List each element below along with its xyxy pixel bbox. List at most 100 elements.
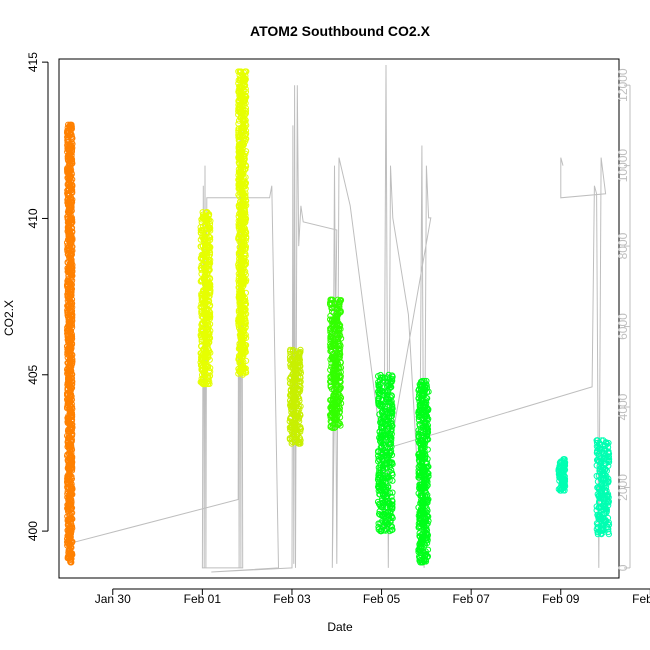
co2-point [596,492,603,499]
y-tick-label: 410 [26,208,40,228]
co2-point [596,448,603,455]
cluster [593,437,613,538]
co2-point [242,117,249,124]
co2-point [379,396,386,403]
co2-point [64,527,71,534]
co2-point [200,314,207,321]
co2-point [593,439,601,447]
co2-point [337,322,344,329]
co2-point [235,86,242,93]
co2-point [239,305,246,312]
co2-point [419,377,426,385]
co2-point [239,340,246,347]
co2-point [556,459,564,466]
co2-point [377,374,384,381]
x-axis-label: Date [327,620,353,634]
co2-point [602,516,609,523]
co2-point [329,350,337,357]
co2-point [66,383,73,390]
axes-layer: 400 405 410 415 0 2000 4000 6000 8000 10000 12000 J… [26,52,650,606]
co2-point [237,271,244,278]
co2-point [207,227,214,234]
co2-point [375,396,382,403]
co2-point [375,520,382,527]
co2-point [67,275,75,283]
co2-point [198,295,205,302]
co2-point [287,397,294,404]
y2-tick-label: 8000 [616,232,630,259]
co2-point [330,416,337,423]
co2-point [335,420,342,427]
co2-point [199,346,207,353]
co2-point [202,295,209,302]
co2-point [327,312,334,319]
co2-point [239,312,246,319]
co2-point [235,141,243,148]
co2-point [242,86,249,93]
co2-point [419,382,426,389]
co2-point [69,228,76,235]
co2-point [297,423,304,431]
co2-point [202,223,209,230]
co2-point [68,214,75,221]
co2-point [328,353,335,360]
co2-point [378,479,385,486]
x-tick-label: Jan 30 [95,592,131,606]
co2-point [594,478,602,485]
co2-point [375,526,382,533]
co2-point [603,506,611,513]
co2-point [64,228,71,235]
co2-point [67,164,74,171]
co2-point [417,492,424,499]
co2-point [424,395,431,402]
co2-point [236,313,243,320]
co2-point [236,319,243,326]
co2-point [203,258,210,266]
x-tick-label: Feb 03 [273,592,311,606]
co2-point [385,483,392,490]
cluster [555,456,569,494]
co2-point [384,393,391,400]
co2-point [207,313,214,321]
co2-point [236,255,243,262]
y2-tick-label: 12000 [616,68,630,102]
co2-point [424,546,432,553]
co2-point [383,431,390,438]
co2-point [235,117,243,124]
co2-point [327,366,334,373]
co2-points-layer [64,68,613,566]
co2-point [296,352,303,359]
co2-point [388,460,395,467]
co2-point [236,72,243,79]
co2-point [207,234,214,241]
co2-point [424,491,431,499]
co2-point [424,446,431,453]
co2-point [424,463,431,470]
co2-point [605,439,612,447]
x-tick-label: Feb 07 [452,592,490,606]
co2-point [423,505,430,512]
co2-point [388,493,395,500]
co2-point [375,523,382,531]
co2-point [241,75,248,82]
co2-point [198,378,205,385]
co2-point [327,397,334,404]
co2-point [328,349,335,356]
co2-point [333,362,340,369]
cluster [235,68,250,378]
co2-point [424,553,431,560]
co2-point [203,252,210,260]
co2-point [383,448,390,456]
co2-point [65,325,72,332]
co2-point [237,108,244,115]
y2-tick-label: 0 [616,564,630,571]
y-tick-label: 415 [26,52,40,72]
co2-point [561,459,568,466]
co2-point [389,497,396,504]
co2-point [242,180,249,187]
co2-point [64,129,71,137]
co2-point [376,456,383,464]
co2-point [296,424,303,431]
co2-point [206,356,213,363]
co2-point [337,297,344,304]
